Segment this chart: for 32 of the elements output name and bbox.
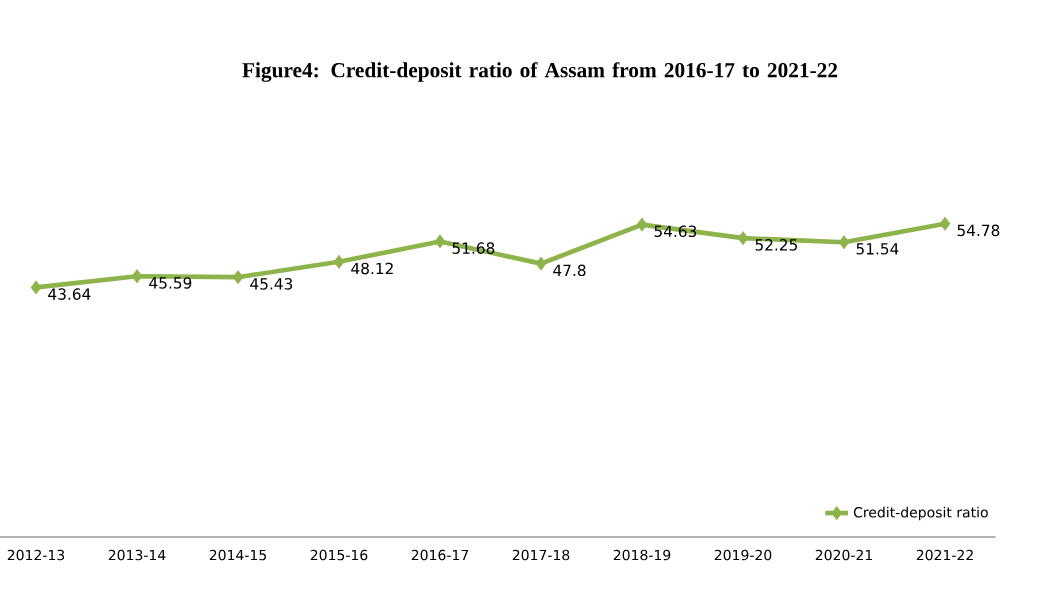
x-tick-label: 2015-16: [310, 549, 368, 561]
x-tick-label: 2021-22: [916, 549, 973, 561]
point: [535, 256, 547, 271]
point: [131, 269, 143, 284]
chart-title: Figure4: Credit-deposit ratio of Assam from 2016-17 to 2021-22: [242, 62, 838, 82]
point: [30, 280, 42, 295]
point: [939, 216, 951, 231]
x-tick-label: 2017-18: [512, 549, 570, 561]
legend-label: Credit-deposit ratio: [853, 506, 988, 521]
x-tick-label: 2019-20: [714, 549, 772, 561]
data-label: 54.63: [654, 225, 697, 238]
point: [636, 217, 648, 232]
x-tick-label: 2012-13: [7, 549, 65, 561]
data-label: 43.64: [48, 288, 91, 300]
data-label: 52.25: [755, 239, 797, 251]
point: [434, 234, 446, 249]
point: [737, 231, 749, 246]
x-tick-label: 2014-15: [209, 549, 267, 561]
x-tick-label: 2013-14: [108, 549, 166, 561]
point: [232, 270, 244, 285]
data-label: 54.78: [957, 224, 1000, 237]
data-label: 47.8: [553, 264, 586, 277]
point: [838, 235, 850, 250]
x-tick-label: 2016-17: [411, 549, 469, 561]
data-label: 45.59: [149, 277, 192, 289]
data-label: 51.68: [452, 242, 495, 254]
x-tick-label: 2018-19: [613, 549, 671, 561]
data-label: 45.43: [250, 278, 293, 290]
data-label: 48.12: [351, 262, 393, 275]
x-tick-label: 2020-21: [815, 549, 872, 561]
data-label: 51.54: [856, 243, 899, 255]
point: [333, 254, 345, 269]
